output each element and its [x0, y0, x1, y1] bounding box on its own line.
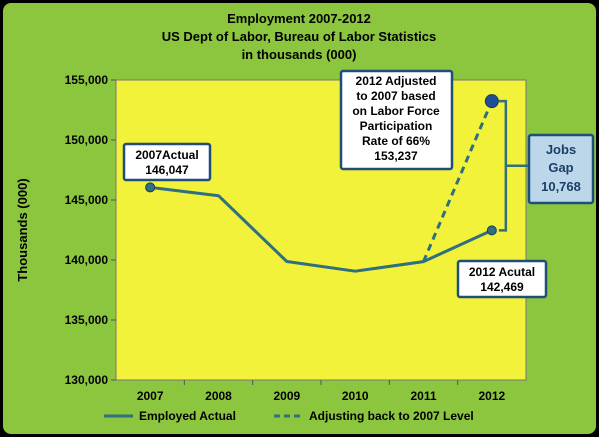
callout-adjusted-line-6: 153,237	[374, 149, 418, 163]
plot-area	[115, 79, 527, 381]
marker-2012-adjusted	[484, 94, 499, 109]
callout-adjusted-line-5: Rate of 66%	[362, 134, 430, 148]
chart-title-line-2: US Dept of Labor, Bureau of Labor Statis…	[162, 29, 436, 44]
chart-title-line-1: Employment 2007-2012	[227, 11, 371, 26]
y-tick-label: 130,000	[65, 373, 109, 387]
callout-adjusted-line-3: on Labor Force	[352, 104, 440, 118]
y-tick-label: 155,000	[65, 73, 109, 87]
marker-2012-actual	[486, 225, 497, 236]
x-tick-label: 2007	[137, 389, 164, 403]
y-tick-label: 135,000	[65, 313, 109, 327]
callout-2007-line-1: 2007Actual	[135, 148, 198, 162]
callout-2012-line-2: 142,469	[480, 280, 524, 294]
x-tick-label: 2010	[342, 389, 369, 403]
callout-2012-line-1: 2012 Acutal	[469, 265, 535, 279]
x-tick-label: 2011	[410, 389, 436, 403]
chart-frame: Employment 2007-2012 US Dept of Labor, B…	[3, 3, 596, 434]
marker-2007-actual	[145, 182, 156, 193]
x-tick-label: 2008	[205, 389, 232, 403]
series-layer	[145, 94, 499, 273]
callout-adjusted-line-4: Participation	[360, 119, 433, 133]
jobs-gap-bracket	[498, 99, 529, 232]
y-axis-label: Thousands (000)	[15, 178, 30, 281]
jobs-gap-box: Jobs Gap 10,768	[527, 133, 595, 205]
y-tick-label: 140,000	[65, 253, 109, 267]
x-tick-label: 2012	[478, 389, 505, 403]
x-tick-labels: 2007 2008 2009 2010 2011 2012	[137, 380, 506, 403]
chart-title-line-3: in thousands (000)	[242, 47, 357, 62]
y-tick-label: 145,000	[65, 193, 109, 207]
callout-2012-actual: 2012 Acutal 142,469	[456, 259, 548, 299]
employment-chart: Employment 2007-2012 US Dept of Labor, B…	[15, 11, 595, 423]
callout-2007-actual: 2007Actual 146,047	[122, 142, 212, 182]
jobs-gap-line-2: Gap	[548, 160, 573, 175]
y-tick-labels: 130,000 135,000 140,000 145,000 150,000 155,0…	[65, 73, 116, 387]
series-line-1	[422, 100, 494, 263]
callout-adjusted-line-1: 2012 Adjusted	[356, 74, 437, 88]
callout-2012-adjusted: 2012 Adjusted to 2007 based on Labor For…	[339, 69, 454, 171]
callout-2007-line-2: 146,047	[145, 163, 189, 177]
series-line-0	[150, 185, 493, 273]
y-tick-label: 150,000	[65, 133, 109, 147]
legend-label-adjusted: Adjusting back to 2007 Level	[309, 409, 474, 423]
legend-label-employed-actual: Employed Actual	[139, 409, 236, 423]
jobs-gap-line-1: Jobs	[546, 142, 576, 157]
jobs-gap-line-3: 10,768	[541, 179, 581, 194]
x-tick-label: 2009	[273, 389, 300, 403]
legend: Employed Actual Adjusting back to 2007 L…	[104, 409, 474, 423]
callout-adjusted-line-2: to 2007 based	[356, 89, 435, 103]
